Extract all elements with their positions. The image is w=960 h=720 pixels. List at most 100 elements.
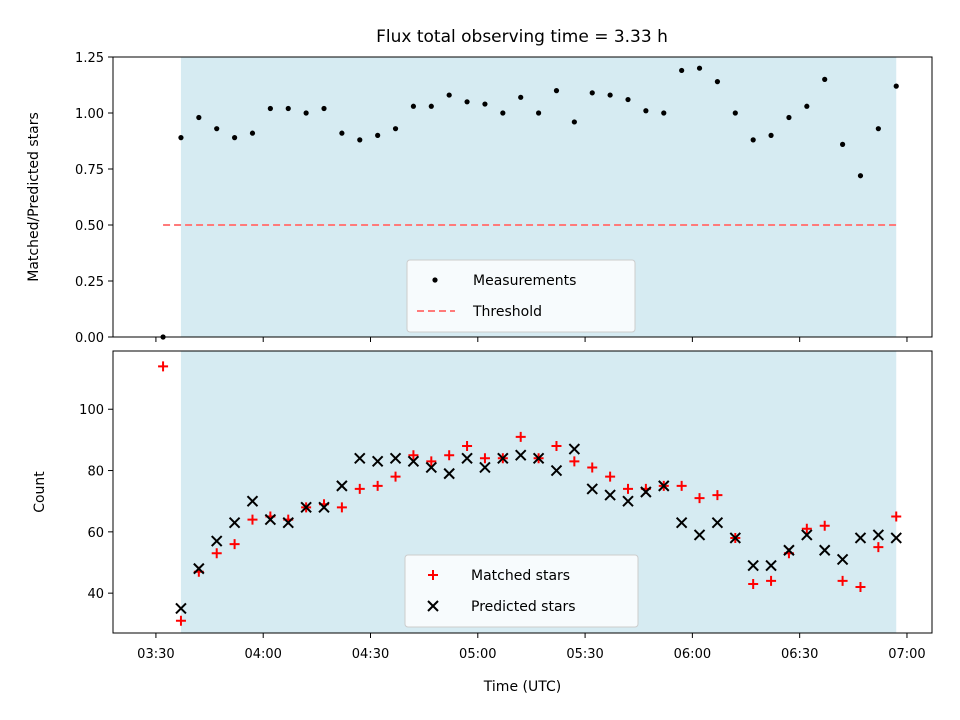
legend-box — [406, 259, 636, 333]
legend-label: Measurements — [473, 273, 576, 289]
matched-star-point — [837, 575, 848, 586]
measurement-point — [768, 132, 774, 138]
matched-star-point — [873, 542, 884, 553]
x-tick-label: 05:00 — [459, 647, 496, 662]
y-tick-label: 1.00 — [75, 107, 104, 122]
matched-star-point — [569, 456, 580, 467]
measurement-point — [661, 110, 667, 116]
x-tick-label: 03:30 — [137, 647, 174, 662]
matched-star-point — [694, 493, 705, 504]
measurement-point — [804, 103, 810, 109]
bottom-legend: Matched stars Predicted stars — [404, 554, 639, 628]
predicted-star-point — [765, 559, 777, 572]
matched-star-point — [354, 483, 365, 494]
top-marks — [160, 65, 899, 340]
predicted-star-point — [729, 532, 742, 544]
top-axes-frame — [112, 56, 933, 338]
measurement-point — [375, 132, 381, 138]
predicted-star-point — [407, 455, 420, 468]
predicted-star-point — [693, 529, 706, 541]
predicted-star-point — [622, 495, 634, 507]
matched-star-point — [587, 462, 598, 473]
measurement-point — [446, 92, 452, 98]
predicted-star-point — [568, 443, 581, 455]
predicted-star-point — [640, 486, 652, 498]
matched-star-point — [444, 450, 455, 461]
legend-label: Predicted stars — [471, 599, 576, 615]
measurement-point — [518, 94, 524, 100]
predicted-star-point — [175, 602, 187, 615]
chart-title: Flux total observing time = 3.33 h — [376, 27, 668, 47]
measurement-point — [267, 105, 273, 112]
y-tick-label: 60 — [87, 526, 104, 541]
measurement-point — [231, 135, 238, 141]
legend-swatch-x — [427, 600, 439, 612]
matched-star-point — [819, 520, 830, 531]
predicted-star-point — [658, 480, 670, 492]
matched-star-point — [748, 578, 759, 589]
y-tick-label: 0.75 — [75, 163, 104, 178]
predicted-star-point — [711, 516, 724, 529]
predicted-star-point — [854, 532, 867, 544]
measurement-point — [822, 76, 828, 82]
measurement-point — [535, 110, 542, 116]
measurement-point — [714, 79, 721, 85]
matched-star-point — [390, 471, 401, 482]
predicted-star-point — [389, 452, 402, 464]
predicted-star-point — [443, 467, 455, 480]
legend-swatch-dot — [432, 277, 438, 283]
matched-star-point — [766, 575, 777, 586]
predicted-star-point — [586, 483, 598, 495]
matched-star-point — [801, 523, 812, 534]
matched-star-point — [676, 480, 687, 491]
x-axis-label: Time (UTC) — [483, 679, 561, 695]
legend-swatch-plus — [428, 570, 438, 580]
y-tick-label: 40 — [87, 587, 104, 602]
bottom-marks — [158, 361, 902, 626]
predicted-star-point — [354, 452, 366, 464]
measurement-point — [321, 105, 327, 112]
predicted-star-point — [228, 516, 241, 529]
y-tick-label: 100 — [79, 403, 104, 418]
top-x-ticks — [155, 337, 908, 342]
matched-star-point — [605, 471, 616, 482]
predicted-star-point — [264, 513, 277, 526]
predicted-star-point — [193, 562, 205, 575]
y-tick-label: 0.00 — [75, 331, 104, 346]
top-y-axis: 0.00 0.25 0.50 0.75 1.00 1.25 — [75, 51, 113, 346]
measurement-point — [178, 135, 184, 141]
predicted-star-point — [532, 452, 545, 464]
measurement-point — [482, 101, 488, 107]
measurement-point — [732, 110, 738, 116]
predicted-star-point — [318, 501, 330, 514]
legend-label: Matched stars — [471, 568, 570, 584]
matched-star-point — [426, 456, 437, 467]
x-tick-label: 05:30 — [566, 647, 603, 662]
y-tick-label: 0.50 — [75, 219, 104, 234]
predicted-star-point — [211, 535, 223, 547]
bottom-y-axis: 40 60 80 100 — [79, 403, 113, 602]
measurement-point — [589, 90, 595, 96]
predicted-star-point — [872, 529, 885, 541]
measurement-point — [553, 88, 560, 94]
predicted-star-point — [783, 544, 795, 556]
predicted-star-point — [604, 489, 616, 501]
measurement-point — [643, 108, 649, 114]
top-legend: Measurements Threshold — [406, 259, 636, 333]
matched-star-point — [891, 511, 902, 522]
measurement-point — [464, 99, 470, 105]
matched-star-point — [336, 502, 347, 513]
measurement-point — [303, 110, 309, 116]
measurement-point — [607, 92, 613, 98]
top-panel: 0.00 0.25 0.50 0.75 1.00 1.25 Matched/Predict… — [26, 51, 933, 346]
measurement-point — [875, 126, 881, 132]
predicted-star-point — [747, 559, 759, 572]
matched-star-point — [462, 441, 473, 452]
predicted-star-point — [675, 516, 688, 529]
predicted-star-point — [282, 516, 294, 529]
predicted-star-point — [246, 495, 259, 507]
x-tick-label: 06:30 — [781, 647, 818, 662]
x-tick-label: 04:30 — [352, 647, 389, 662]
predicted-star-point — [461, 452, 473, 464]
